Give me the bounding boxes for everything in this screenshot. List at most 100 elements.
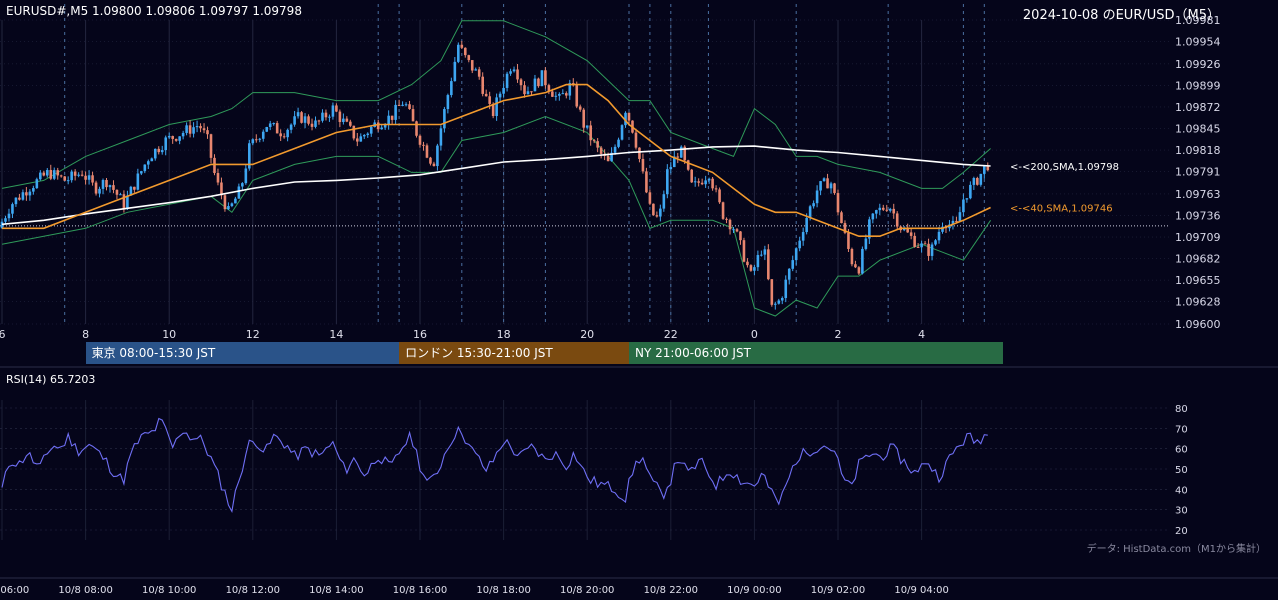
candle-bull bbox=[387, 115, 390, 125]
candle-bull bbox=[693, 181, 697, 183]
candle-bull bbox=[328, 116, 331, 118]
candle-bull bbox=[558, 93, 561, 96]
date-tick-label: 10/8 18:00 bbox=[476, 585, 530, 596]
data-source-label: データ: HistData.com（M1から集計） bbox=[1086, 544, 1266, 555]
session-bar-ny: NY 21:00-06:00 JST bbox=[629, 342, 1003, 364]
candle-bull bbox=[969, 184, 972, 199]
candle-bear bbox=[718, 189, 721, 203]
candle-bear bbox=[519, 79, 523, 86]
candle-bull bbox=[446, 95, 450, 110]
candle-bear bbox=[467, 55, 471, 61]
candle-bear bbox=[683, 146, 687, 161]
candle-bear bbox=[94, 182, 98, 194]
candle-bull bbox=[585, 125, 589, 128]
rsi-tick-label: 20 bbox=[1175, 526, 1188, 537]
candle-bull bbox=[160, 150, 164, 153]
candle-bear bbox=[300, 112, 303, 123]
candle-bull bbox=[791, 260, 795, 269]
rsi-tick-label: 80 bbox=[1175, 404, 1188, 415]
candle-bull bbox=[296, 112, 300, 117]
hour-tick-label: 10 bbox=[162, 328, 176, 341]
candle-bear bbox=[648, 192, 652, 204]
sma40-label: <-<40,SMA,1.09746 bbox=[1010, 204, 1113, 215]
hour-tick-label: 6 bbox=[0, 328, 6, 341]
candle-bear bbox=[310, 123, 314, 127]
candle-bear bbox=[582, 109, 586, 128]
candle-bear bbox=[836, 193, 840, 213]
candle-bear bbox=[645, 171, 648, 193]
candle-bull bbox=[808, 206, 812, 218]
date-tick-label: 10/9 04:00 bbox=[894, 585, 948, 596]
rsi-tick-label: 60 bbox=[1175, 445, 1188, 456]
candle-bear bbox=[352, 125, 356, 139]
candle-bear bbox=[627, 112, 631, 121]
candle-bear bbox=[477, 69, 481, 77]
candle-bull bbox=[268, 123, 272, 128]
candle-bear bbox=[770, 279, 774, 305]
candle-bull bbox=[248, 143, 251, 169]
candle-bull bbox=[164, 137, 168, 151]
hour-tick-label: 16 bbox=[413, 328, 427, 341]
candle-bear bbox=[592, 140, 596, 142]
candle-bear bbox=[596, 141, 599, 148]
candle-bull bbox=[234, 198, 237, 204]
candle-bear bbox=[544, 70, 547, 86]
candle-bear bbox=[721, 202, 725, 219]
candle-bear bbox=[376, 122, 380, 130]
candle-bear bbox=[575, 85, 579, 107]
candle-bull bbox=[495, 97, 498, 117]
candle-bear bbox=[686, 160, 690, 170]
hour-tick-label: 12 bbox=[246, 328, 260, 341]
candle-bull bbox=[610, 152, 613, 162]
candle-bull bbox=[129, 186, 133, 196]
candle-bull bbox=[871, 213, 875, 220]
candle-bear bbox=[530, 91, 533, 93]
candle-bull bbox=[613, 146, 617, 153]
date-tick-label: 10/8 20:00 bbox=[560, 585, 614, 596]
candle-bull bbox=[241, 183, 244, 187]
date-tick-label: 10/8 16:00 bbox=[393, 585, 447, 596]
candle-bull bbox=[359, 136, 363, 142]
candle-bear bbox=[112, 185, 115, 190]
candle-bull bbox=[540, 70, 544, 87]
candle-bull bbox=[760, 254, 763, 256]
candle-bull bbox=[28, 191, 32, 196]
candle-bull bbox=[958, 212, 962, 222]
candle-bull bbox=[498, 93, 502, 98]
candle-bull bbox=[77, 174, 80, 176]
candle-bear bbox=[599, 147, 603, 154]
candle-bull bbox=[784, 279, 788, 299]
candle-bear bbox=[641, 158, 645, 172]
rsi-tick-label: 50 bbox=[1175, 465, 1188, 476]
candle-bear bbox=[589, 125, 592, 141]
candle-bear bbox=[634, 132, 638, 148]
price-tick-label: 1.09655 bbox=[1175, 274, 1221, 287]
candle-bear bbox=[725, 218, 728, 220]
candle-bull bbox=[965, 198, 969, 200]
candles-group bbox=[0, 40, 990, 310]
date-tick-label: 10/8 10:00 bbox=[142, 585, 196, 596]
candle-bear bbox=[206, 130, 209, 135]
rsi-line bbox=[1, 417, 988, 514]
candle-bull bbox=[962, 199, 965, 213]
candle-bull bbox=[52, 170, 56, 179]
price-tick-label: 1.09791 bbox=[1175, 166, 1221, 179]
candle-bull bbox=[383, 124, 387, 128]
candle-bear bbox=[80, 174, 84, 176]
hour-tick-label: 8 bbox=[82, 328, 89, 341]
candle-bull bbox=[98, 188, 101, 194]
candle-bull bbox=[888, 208, 892, 211]
candle-bear bbox=[885, 209, 889, 211]
candle-bear bbox=[927, 243, 930, 256]
candle-bear bbox=[481, 76, 484, 94]
candle-bull bbox=[181, 132, 185, 137]
candle-bear bbox=[213, 157, 216, 174]
candle-bull bbox=[672, 156, 676, 168]
candle-bear bbox=[857, 267, 861, 274]
candle-bull bbox=[662, 194, 666, 209]
candle-bull bbox=[617, 139, 620, 147]
price-tick-label: 1.09763 bbox=[1175, 188, 1221, 201]
candle-bear bbox=[638, 147, 641, 159]
candle-bull bbox=[457, 44, 460, 62]
